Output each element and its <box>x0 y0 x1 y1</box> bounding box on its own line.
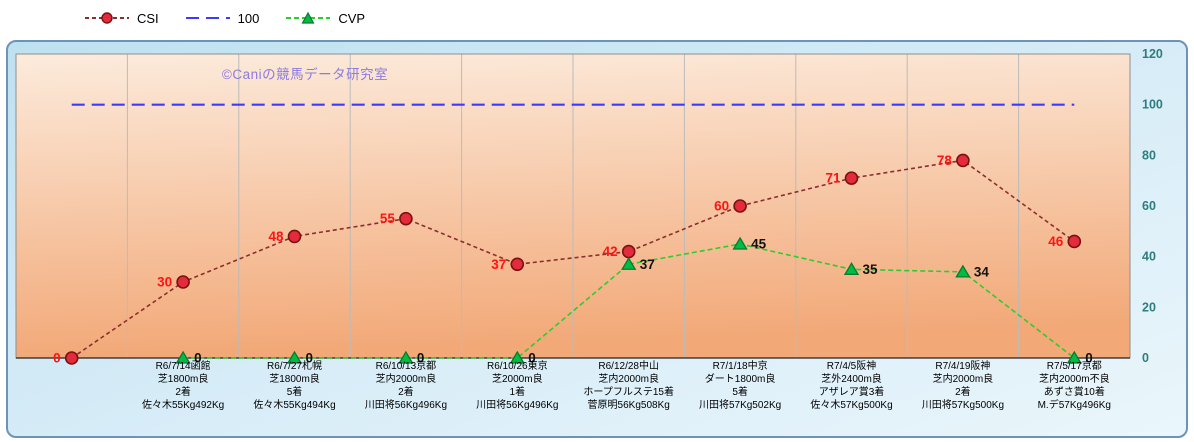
cvp-value-label: 0 <box>417 351 425 366</box>
cvp-marker <box>732 236 748 250</box>
csi-value-label: 60 <box>714 199 729 214</box>
cvp-marker <box>175 350 191 364</box>
legend-item-cvp: CVP <box>285 11 365 26</box>
csi-value-label: 0 <box>53 351 61 366</box>
y-axis-tick-label: 100 <box>1142 98 1163 112</box>
csi-legend-marker-icon <box>85 12 129 24</box>
csi-marker <box>844 171 859 185</box>
cvp-marker <box>509 350 525 364</box>
y-axis-tick-label: 0 <box>1142 351 1149 365</box>
csi-value-label: 78 <box>937 153 953 168</box>
csi-marker <box>621 244 636 259</box>
cvp-marker <box>955 264 971 278</box>
reference-line-legend-marker-icon <box>185 17 230 19</box>
chart-legend: CSI 100 CVP <box>84 7 365 29</box>
cvp-value-label: 37 <box>640 257 655 272</box>
cvp-marker <box>398 350 414 364</box>
cvp-value-label: 0 <box>306 351 314 366</box>
cvp-marker <box>1066 350 1082 364</box>
x-axis-category-label: R6/7/14函館芝1800m良 2着佐々木55Kg492Kg <box>142 359 224 411</box>
watermark: ©Caniの競馬データ研究室 <box>222 66 388 82</box>
y-axis-tick-label: 40 <box>1142 250 1156 264</box>
race-stats-line-chart: ©Caniの競馬データ研究室 0 30 48 55 37 42 60 71 78 46 0 0 0 0 37 4… <box>15 47 1163 411</box>
x-axis-category-label: R6/10/26東京芝2000m良 1着川田将56Kg496Kg <box>476 359 558 411</box>
csi-marker <box>399 211 413 226</box>
csi-marker <box>1067 234 1082 249</box>
cvp-legend-marker-icon <box>286 11 331 24</box>
cvp-value-label: 0 <box>194 351 202 366</box>
csi-marker <box>287 229 302 244</box>
csi-value-label: 30 <box>157 275 172 290</box>
cvp-value-label: 0 <box>1085 351 1093 366</box>
cvp-line <box>183 243 1075 359</box>
legend-label-100: 100 <box>237 10 260 26</box>
cvp-value-label: 45 <box>751 237 767 252</box>
x-axis-category-label: R7/4/19阪神芝内2000m良 2着川田将57Kg500Kg <box>922 359 1004 411</box>
csi-value-label: 42 <box>603 244 618 259</box>
legend-item-csi: CSI <box>84 11 159 26</box>
x-axis-category-label: R6/7/27札幌芝1800m良 5着佐々木55Kg494Kg <box>253 359 335 411</box>
legend-label-csi: CSI <box>137 10 159 26</box>
x-axis-category-label: R7/5/17京都芝内2000m不良あずさ賞10着 M.デ57Kg496Kg <box>1038 359 1111 411</box>
csi-marker <box>510 257 525 272</box>
y-axis-tick-label: 120 <box>1142 47 1163 61</box>
y-axis-tick-label: 20 <box>1142 300 1156 314</box>
x-axis-category-label: R6/12/28中山芝内2000m良ホープフルステ15着菅原明56Kg508Kg <box>583 359 674 411</box>
x-axis-category-label: R7/4/5阪神芝外2400m良アザレア賞3着佐々木57Kg500Kg <box>810 359 892 411</box>
chart-card: ©Caniの競馬データ研究室 0 30 48 55 37 42 60 71 78 46 0 0 0 0 37 4… <box>6 40 1188 438</box>
csi-marker <box>956 153 970 168</box>
cvp-marker <box>621 256 637 270</box>
csi-value-label: 71 <box>825 171 841 186</box>
csi-value-label: 55 <box>380 211 396 226</box>
x-axis-category-label: R6/10/13京都芝内2000m良 2着川田将56Kg496Kg <box>365 359 447 411</box>
csi-marker <box>733 199 747 213</box>
legend-label-cvp: CVP <box>338 10 366 26</box>
csi-marker <box>64 351 79 365</box>
cvp-marker <box>286 350 303 364</box>
csi-line <box>71 159 1075 359</box>
csi-value-label: 46 <box>1048 234 1064 249</box>
csi-value-label: 48 <box>268 229 284 244</box>
cvp-value-label: 35 <box>863 262 879 277</box>
x-axis-category-label: R7/1/18中京ダート1800m良 5着川田将57Kg502Kg <box>699 359 781 411</box>
csi-marker <box>176 275 190 289</box>
cvp-value-label: 0 <box>528 351 536 366</box>
y-axis-tick-label: 80 <box>1142 148 1156 162</box>
cvp-marker <box>843 262 860 275</box>
legend-item-100: 100 <box>185 10 260 26</box>
y-axis-tick-label: 60 <box>1142 199 1156 213</box>
cvp-value-label: 34 <box>974 264 990 279</box>
csi-value-label: 37 <box>491 257 506 272</box>
